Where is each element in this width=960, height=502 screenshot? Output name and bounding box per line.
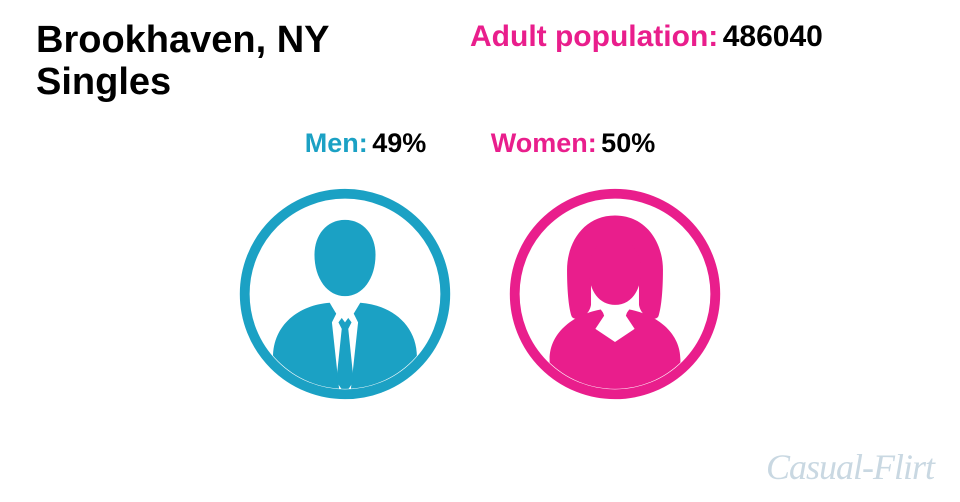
men-value: 49% <box>372 128 426 158</box>
women-label: Women: <box>491 128 597 158</box>
watermark-logo: Casual-Flirt <box>766 446 934 488</box>
male-avatar-icon <box>236 185 454 408</box>
men-label: Men: <box>305 128 368 158</box>
icons-row <box>0 185 960 408</box>
stats-row: Men: 49% Women: 50% <box>0 128 960 159</box>
female-silhouette-icon <box>506 185 724 403</box>
subtitle: Singles <box>36 62 330 104</box>
male-silhouette-icon <box>236 185 454 403</box>
women-stat: Women: 50% <box>491 128 656 159</box>
women-value: 50% <box>601 128 655 158</box>
population-value: 486040 <box>723 20 823 53</box>
female-avatar-icon <box>506 185 724 408</box>
population-label: Adult population: <box>470 20 718 53</box>
header-right: Adult population: 486040 <box>470 20 823 54</box>
location-title: Brookhaven, NY <box>36 20 330 62</box>
header-left: Brookhaven, NY Singles <box>36 20 330 104</box>
men-stat: Men: 49% <box>305 128 427 159</box>
